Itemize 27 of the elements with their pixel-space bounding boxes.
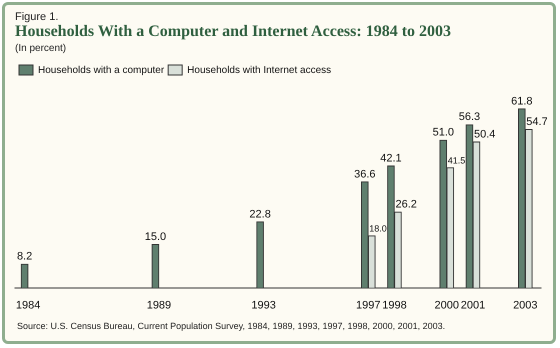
legend-label: Households with a computer xyxy=(38,64,165,76)
x-tick-label: 2001 xyxy=(460,299,486,312)
data-label: 8.2 xyxy=(16,250,32,263)
data-label: 61.8 xyxy=(511,95,533,108)
data-label: 42.1 xyxy=(380,152,402,164)
x-tick-label: 1997 xyxy=(356,299,381,312)
x-tick-label: 1984 xyxy=(16,299,40,312)
data-label: 54.7 xyxy=(526,116,548,128)
data-label: 15.0 xyxy=(144,230,166,243)
data-label: 50.4 xyxy=(474,128,496,140)
data-label: 18.0 xyxy=(369,224,387,234)
x-tick-label: 2000 xyxy=(434,299,460,312)
data-label: 22.8 xyxy=(249,208,271,220)
data-label: 41.5 xyxy=(448,156,466,166)
caption: Figure 1. xyxy=(15,11,58,23)
data-label: 56.3 xyxy=(458,111,480,124)
x-tick-label: 1998 xyxy=(382,299,407,312)
chart-subtitle: (In percent) xyxy=(15,43,66,54)
data-label: 26.2 xyxy=(395,198,417,210)
data-label: 51.0 xyxy=(432,126,454,139)
x-tick-label: 2003 xyxy=(513,299,538,312)
x-tick-label: 1993 xyxy=(251,299,276,312)
data-label: 36.6 xyxy=(354,168,376,180)
legend-label: Households with Internet access xyxy=(187,64,332,76)
chart-title: Households With a Computer and Internet Access: 1984 to 2003 xyxy=(15,23,452,41)
source-note: Source: U.S. Census Bureau, Current Population Survey, 1984, 1989, 1993, 1997, 1998, 2000, 2001, 2003. xyxy=(17,321,446,331)
x-tick-label: 1989 xyxy=(146,299,172,312)
